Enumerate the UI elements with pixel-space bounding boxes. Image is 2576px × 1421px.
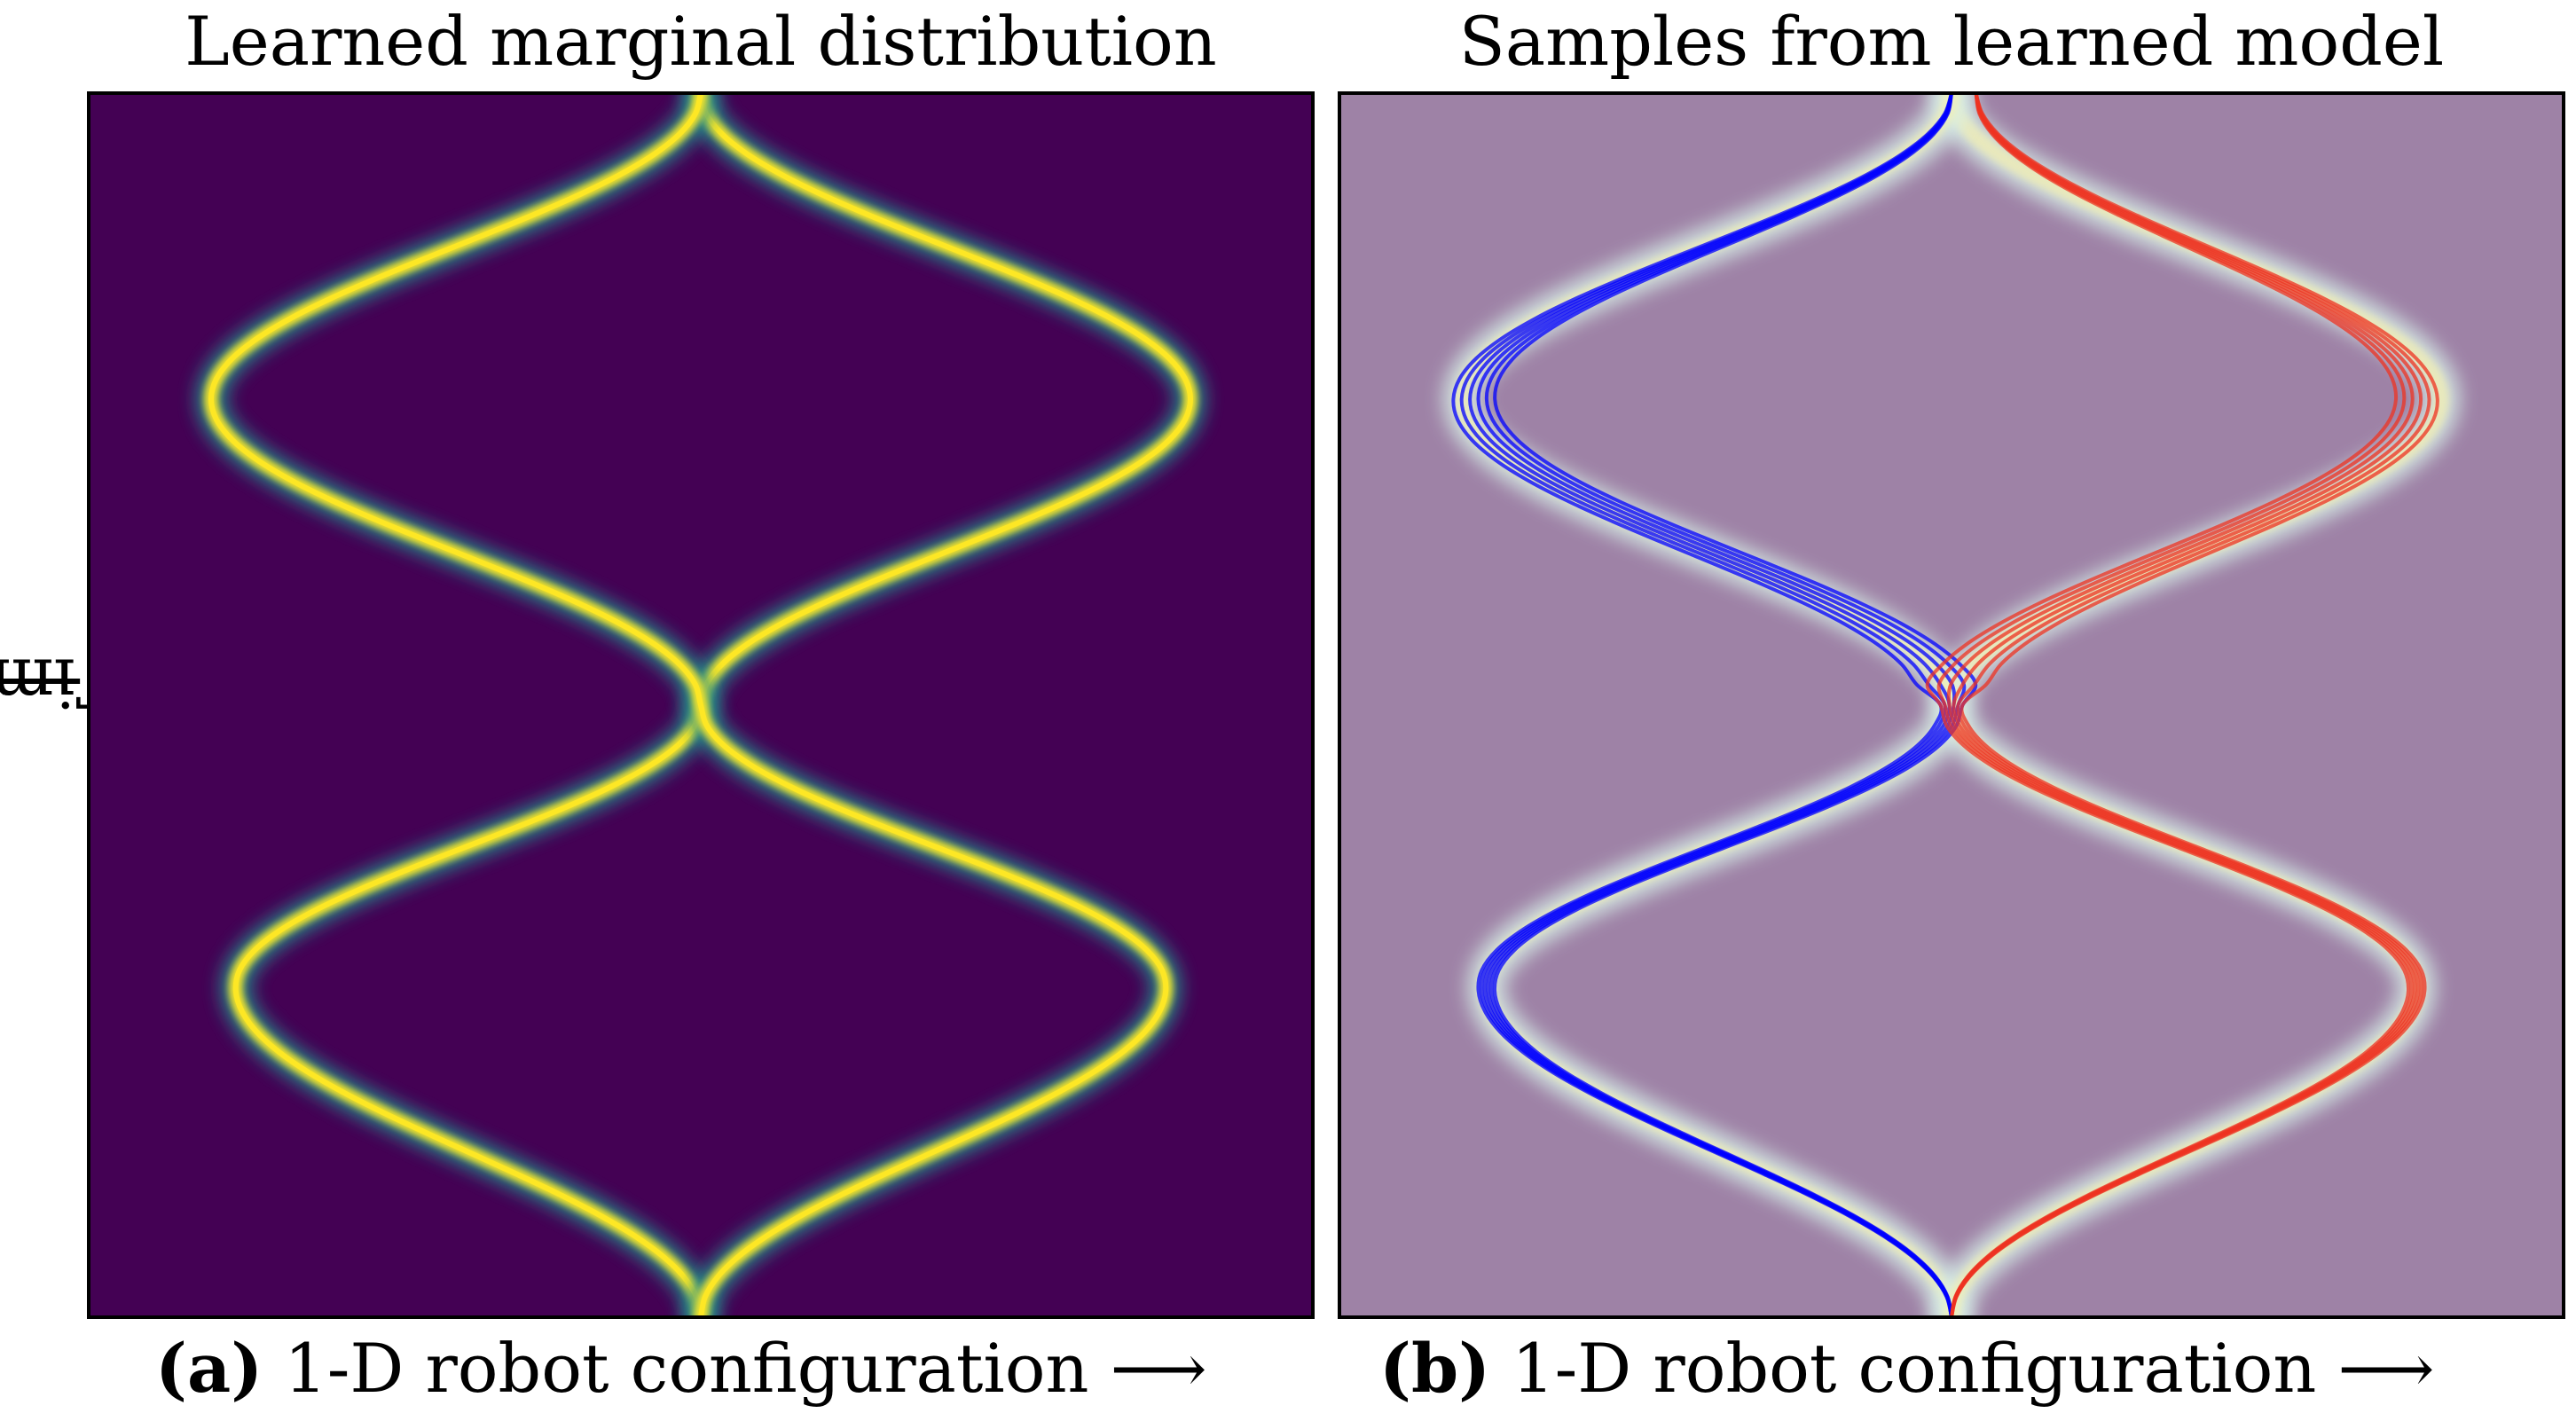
panel-a-title: Learned marginal distribution [185,2,1217,81]
panel-b-x-arrow-icon: ⟶ [2337,1329,2435,1408]
panel-b-caption: (b) 1-D robot configuration ⟶ [1379,1329,2434,1408]
panel-a-label: (a) [155,1329,263,1408]
panel-b-frame [1338,91,2565,1319]
panel-b-title: Samples from learned model [1458,2,2445,81]
sample-trajectory [1950,93,2439,1317]
panel-b-samples [1451,93,2439,1317]
panel-a-x-arrow-icon: ⟶ [1110,1329,1207,1408]
panel-b-label: (b) [1379,1329,1491,1408]
density-branch-core [208,93,1169,1317]
panel-a-density [196,93,1206,1317]
panel-a-caption: (a) 1-D robot configuration ⟶ [155,1329,1207,1408]
panel-a-frame [87,91,1315,1319]
panel-b-xlabel: 1-D robot configuration [1512,1329,2317,1408]
panel-a-xlabel: 1-D robot configuration [284,1329,1089,1408]
